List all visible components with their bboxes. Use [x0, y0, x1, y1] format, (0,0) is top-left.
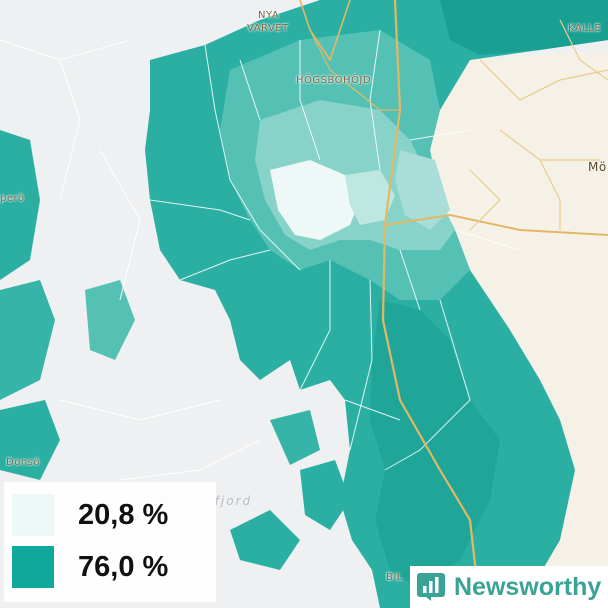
legend-swatch-high [12, 546, 54, 588]
district-boundaries [149, 29, 521, 471]
road-network [299, 0, 608, 608]
place-label-donso: Donsö [6, 457, 40, 468]
map-legend: 20,8 % 76,0 % [4, 482, 216, 602]
legend-label-low: 20,8 % [78, 498, 169, 531]
place-label-nya: NYA [258, 10, 280, 21]
place-label-torpero: perö [0, 193, 25, 204]
region-west-islands-3[interactable] [0, 400, 60, 480]
brand-logo[interactable]: Newsworthy [410, 566, 608, 608]
legend-label-high: 76,0 % [78, 550, 169, 583]
region-low-3[interactable] [395, 150, 450, 230]
unshaded-land-east [430, 50, 608, 608]
place-label-varvet: VARVET [247, 23, 289, 34]
legend-item-low: 20,8 % [12, 494, 168, 536]
region-island-south-2[interactable] [300, 460, 350, 530]
region-island-south[interactable] [230, 510, 300, 570]
region-island-south-3[interactable] [270, 410, 320, 465]
region-north-dark[interactable] [440, 0, 608, 55]
region-island-mid[interactable] [85, 280, 135, 360]
place-label-bil: BIL [386, 572, 403, 583]
place-label-kalle: KALLE [568, 23, 602, 34]
place-label-mo: Mö [588, 160, 607, 174]
region-low-2[interactable] [345, 170, 395, 225]
bar-chart-icon [417, 573, 445, 601]
place-label-hogsbohojd: HÖGSBOHÖJD [296, 75, 372, 86]
legend-item-high: 76,0 % [12, 546, 168, 588]
legend-swatch-low [12, 494, 54, 536]
region-west-islands[interactable] [0, 130, 40, 280]
region-lowest[interactable] [270, 160, 360, 240]
region-west-islands-2[interactable] [0, 280, 55, 400]
brand-name: Newsworthy [454, 572, 602, 601]
